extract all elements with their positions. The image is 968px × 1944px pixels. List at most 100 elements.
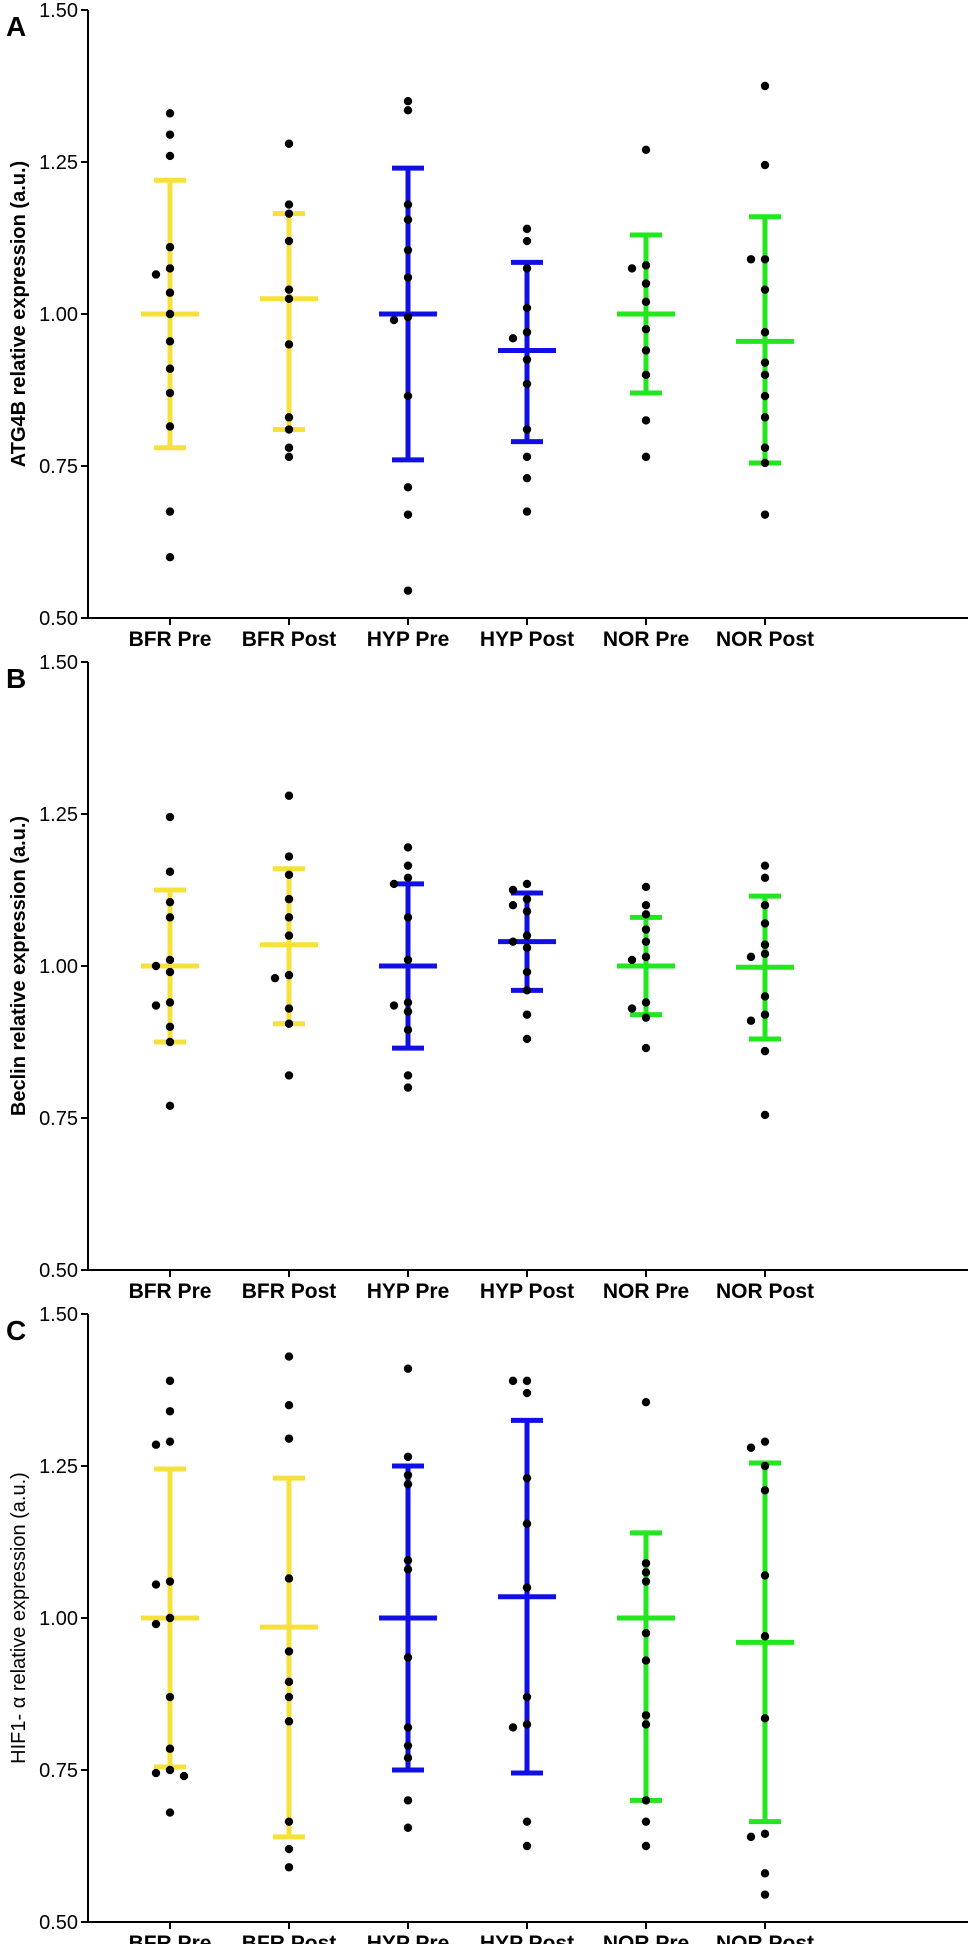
- data-point: [165, 422, 175, 431]
- data-point: [760, 1461, 770, 1471]
- data-point: [522, 473, 532, 483]
- data-point: [284, 452, 294, 462]
- data-point: [641, 1568, 651, 1577]
- data-point: [522, 1376, 532, 1386]
- data-point: [165, 309, 175, 319]
- x-tick-label: BFR Post: [242, 628, 337, 651]
- data-point: [760, 1110, 770, 1120]
- data-point: [760, 81, 770, 91]
- data-point: [641, 297, 651, 307]
- data-point: [284, 1352, 294, 1361]
- data-point: [403, 1071, 413, 1080]
- data-point: [760, 919, 770, 928]
- data-point: [284, 1863, 294, 1872]
- data-point: [284, 1647, 294, 1656]
- data-point: [522, 879, 532, 889]
- panel-label-a: A: [6, 11, 26, 42]
- data-point: [165, 337, 175, 346]
- y-tick-label: 0.75: [39, 1108, 78, 1130]
- data-point: [760, 1437, 770, 1446]
- x-tick-label: HYP Pre: [367, 628, 450, 651]
- data-point: [760, 901, 770, 910]
- data-point: [403, 1753, 413, 1763]
- data-point: [284, 913, 294, 922]
- data-point: [403, 873, 413, 883]
- data-point: [403, 483, 413, 492]
- data-point: [760, 1890, 770, 1899]
- data-point: [389, 315, 399, 325]
- y-axis-label-c: HIF1- α relative expression (a.u.): [8, 1472, 30, 1764]
- data-point: [641, 1577, 651, 1586]
- data-point: [284, 1071, 294, 1080]
- data-point: [760, 1571, 770, 1580]
- data-point: [522, 379, 532, 389]
- y-tick-label: 0.50: [39, 1912, 78, 1934]
- data-point: [151, 1440, 161, 1449]
- data-point: [403, 1823, 413, 1832]
- data-point: [641, 1720, 651, 1729]
- data-point: [522, 1720, 532, 1729]
- data-point: [403, 245, 413, 255]
- data-point: [760, 992, 770, 1001]
- data-point: [284, 443, 294, 452]
- data-point: [522, 236, 532, 246]
- data-point: [165, 967, 175, 977]
- data-point: [641, 1629, 651, 1638]
- y-axis-label-a: ATG4B relative expression (a.u.): [8, 161, 30, 467]
- data-point: [641, 1796, 651, 1805]
- data-point: [522, 1034, 532, 1044]
- y-tick-label: 1.25: [39, 152, 78, 174]
- data-point: [403, 843, 413, 852]
- data-point: [403, 1025, 413, 1035]
- data-point: [403, 1452, 413, 1462]
- data-point: [165, 1613, 175, 1623]
- data-point: [522, 355, 532, 364]
- data-point: [641, 998, 651, 1007]
- x-tick-label: BFR Post: [242, 1932, 337, 1944]
- data-point: [165, 1577, 175, 1586]
- data-point: [522, 1010, 532, 1019]
- data-point: [403, 861, 413, 870]
- x-tick-label: NOR Pre: [603, 1932, 689, 1944]
- data-point: [522, 943, 532, 952]
- data-point: [403, 215, 413, 224]
- data-point: [760, 1829, 770, 1839]
- panel-b: B Beclin relative expression (a.u.) 0.50…: [6, 652, 968, 1303]
- data-point: [403, 97, 413, 106]
- data-point: [165, 364, 175, 373]
- data-point: [284, 852, 294, 861]
- data-point: [179, 1771, 189, 1781]
- data-point: [522, 303, 532, 313]
- data-point: [522, 1817, 532, 1826]
- data-point: [165, 507, 175, 516]
- y-tick-label: 1.00: [39, 1608, 78, 1630]
- data-point: [165, 288, 175, 297]
- data-point: [522, 1473, 532, 1483]
- data-point: [151, 961, 161, 971]
- data-point: [284, 1004, 294, 1013]
- panel-label-b: B: [6, 663, 26, 694]
- data-point: [403, 1480, 413, 1489]
- y-tick-label: 1.25: [39, 804, 78, 826]
- data-point: [641, 1397, 651, 1407]
- panel-label-c: C: [6, 1315, 26, 1346]
- x-tick-label: NOR Pre: [603, 1280, 689, 1303]
- data-point: [284, 294, 294, 303]
- data-point: [760, 510, 770, 519]
- data-point: [760, 328, 770, 337]
- data-point: [627, 1004, 637, 1013]
- x-tick-label: HYP Pre: [367, 1280, 450, 1303]
- data-point: [627, 264, 637, 273]
- data-point: [403, 1470, 413, 1480]
- data-point: [641, 1841, 651, 1851]
- data-point: [284, 1574, 294, 1583]
- data-point: [284, 1817, 294, 1826]
- data-point: [760, 443, 770, 452]
- data-point: [760, 940, 770, 949]
- data-point: [151, 1619, 161, 1629]
- data-point: [270, 973, 280, 983]
- data-point: [284, 870, 294, 879]
- data-point: [760, 413, 770, 422]
- panel-a: A ATG4B relative expression (a.u.) 0.50 0…: [6, 0, 968, 651]
- data-point: [760, 458, 770, 468]
